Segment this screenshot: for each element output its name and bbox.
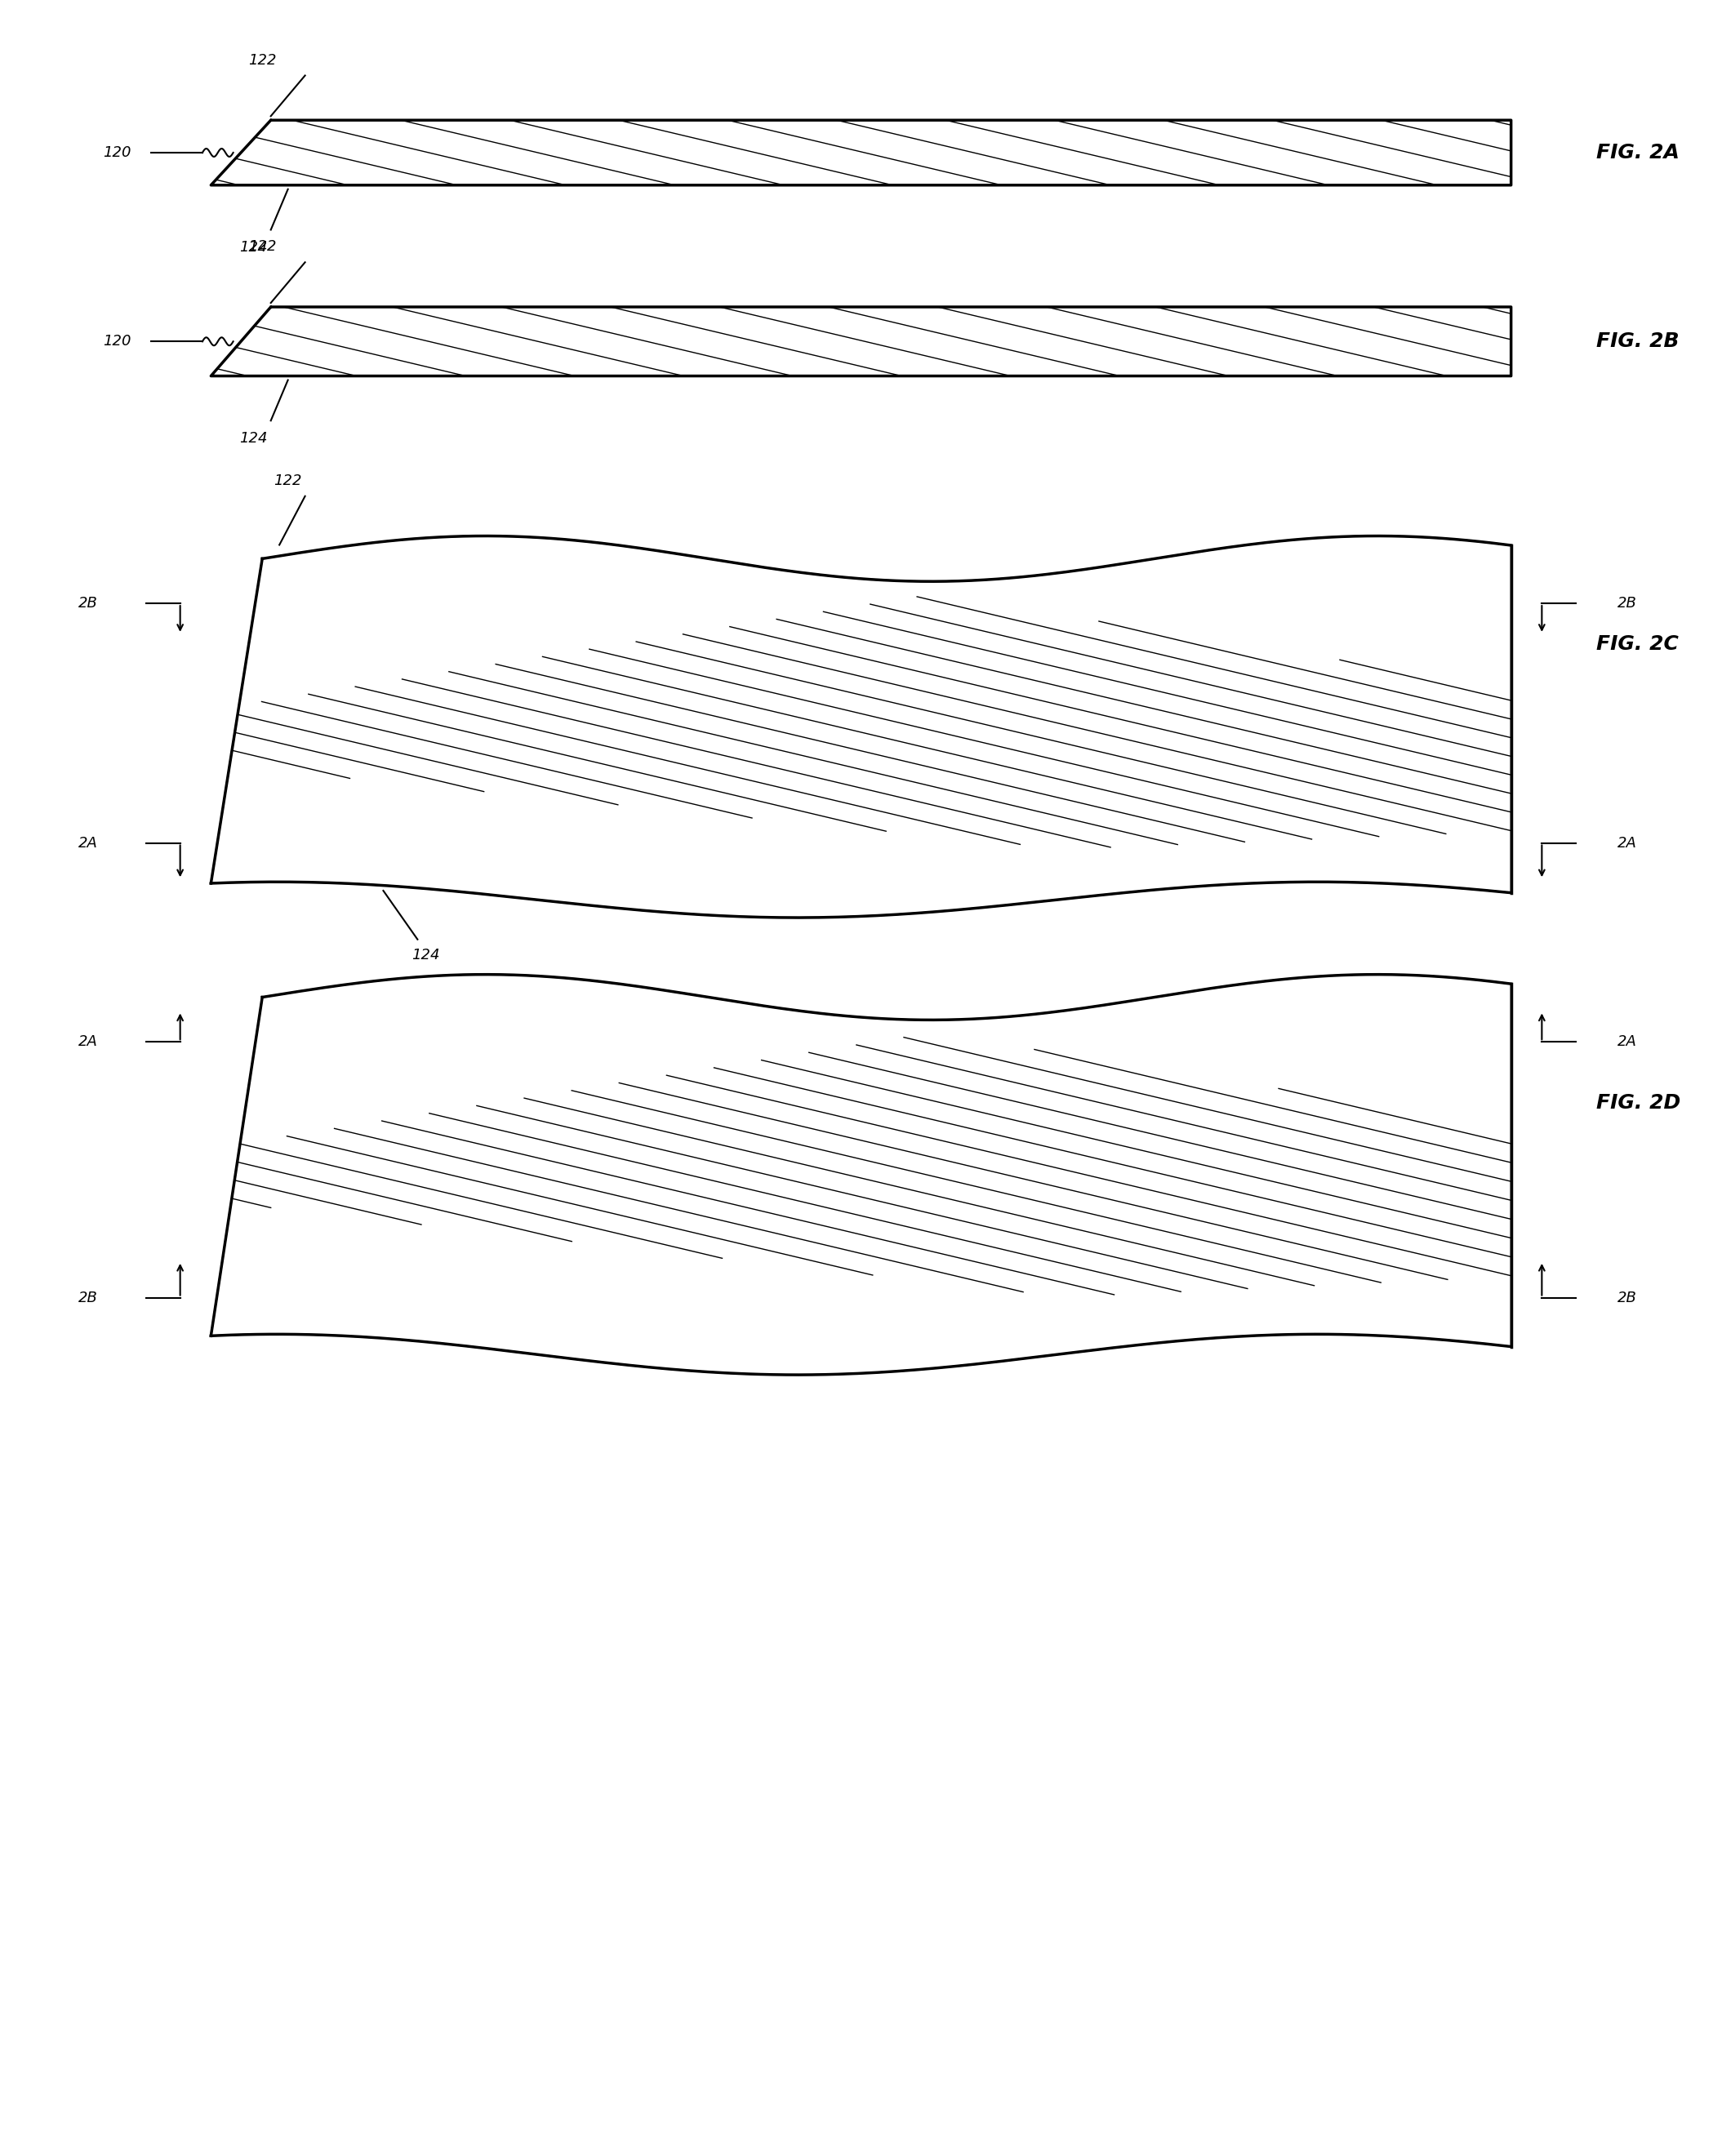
Text: 2B: 2B (1617, 1289, 1638, 1304)
Text: 124: 124 (412, 946, 441, 962)
Text: 2A: 2A (1617, 837, 1638, 849)
Text: 124: 124 (239, 431, 269, 446)
Text: 2A: 2A (77, 837, 98, 849)
Text: 122: 122 (248, 239, 276, 254)
Text: 2B: 2B (77, 595, 98, 610)
Text: 122: 122 (248, 52, 276, 67)
Text: 122: 122 (274, 474, 301, 487)
Text: 2B: 2B (77, 1289, 98, 1304)
Text: FIG. 2C: FIG. 2C (1596, 634, 1679, 653)
Text: 120: 120 (103, 144, 131, 160)
Text: FIG. 2D: FIG. 2D (1596, 1093, 1681, 1112)
Polygon shape (212, 306, 1510, 375)
Text: 2A: 2A (1617, 1035, 1638, 1050)
Text: FIG. 2A: FIG. 2A (1596, 142, 1679, 162)
Polygon shape (212, 975, 1510, 1376)
Polygon shape (212, 121, 1510, 185)
Text: FIG. 2B: FIG. 2B (1596, 332, 1679, 351)
Text: 124: 124 (239, 239, 269, 254)
Text: 120: 120 (103, 334, 131, 349)
Text: 2B: 2B (1617, 595, 1638, 610)
Polygon shape (212, 537, 1510, 918)
Text: 2A: 2A (77, 1035, 98, 1050)
